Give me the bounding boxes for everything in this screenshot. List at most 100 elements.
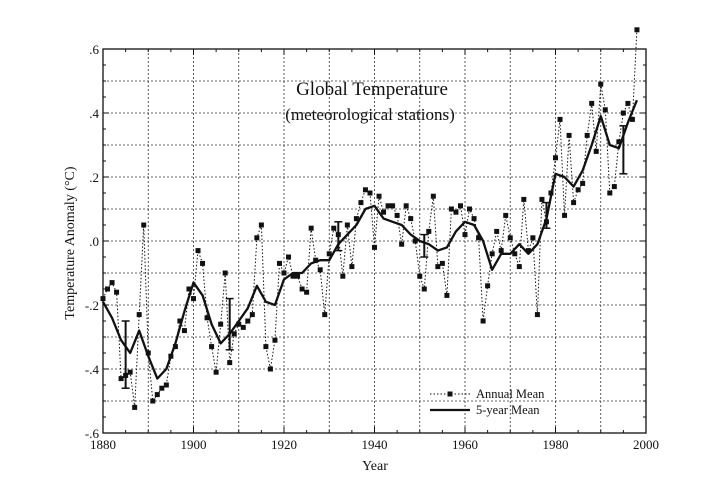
annual-mean-point (263, 344, 269, 350)
annual-mean-point (485, 283, 491, 289)
annual-mean-point (304, 289, 310, 295)
annual-mean-point (557, 116, 563, 122)
annual-mean-point (634, 27, 640, 33)
annual-mean-point (611, 184, 617, 190)
annual-mean-point (589, 100, 595, 106)
annual-mean-point (507, 235, 513, 241)
annual-mean-point (412, 238, 418, 244)
annual-mean-point (381, 209, 387, 215)
legend-5yr-label: 5-year Mean (476, 403, 540, 417)
annual-mean-point (204, 315, 210, 321)
annual-mean-point (439, 260, 445, 266)
annual-mean-point (290, 273, 296, 279)
annual-mean-point (254, 235, 260, 241)
annual-mean-point (448, 206, 454, 212)
annual-mean-point (629, 116, 635, 122)
grid (103, 49, 646, 433)
annual-mean-point (105, 286, 111, 292)
x-tick-label: 1880 (90, 437, 116, 452)
annual-mean-point (453, 209, 459, 215)
annual-mean-point (227, 360, 233, 366)
annual-mean-point (109, 280, 115, 286)
annual-mean-point (150, 398, 156, 404)
annual-mean-point (571, 200, 577, 206)
annual-mean-point (580, 180, 586, 186)
annual-mean-point (159, 385, 165, 391)
annual-mean-point (163, 382, 169, 388)
y-tick-label: .4 (89, 106, 99, 121)
annual-mean-point (498, 248, 504, 254)
annual-mean-point (607, 190, 613, 196)
annual-mean-point (245, 318, 251, 324)
annual-mean-point (222, 270, 228, 276)
annual-mean-point (281, 270, 287, 276)
annual-mean-point (584, 132, 590, 138)
annual-mean-point (462, 232, 468, 238)
annual-mean-point (385, 203, 391, 209)
y-tick-label: -.2 (85, 298, 99, 313)
annual-mean-point (457, 203, 463, 209)
annual-mean-point (358, 200, 364, 206)
annual-mean-point (376, 193, 382, 199)
chart-title: Global Temperature (296, 79, 448, 100)
annual-mean-point (195, 248, 201, 254)
annual-mean-point (231, 331, 237, 337)
annual-mean-point (616, 139, 622, 145)
annual-mean-point (367, 190, 373, 196)
annual-mean-point (213, 369, 219, 375)
annual-mean-point (132, 404, 138, 410)
annual-mean-point (200, 260, 206, 266)
annual-mean-point (602, 107, 608, 113)
annual-mean-point (322, 312, 328, 318)
annual-mean-point (118, 376, 124, 382)
y-axis-title: Temperature Anomaly (°C) (63, 166, 78, 319)
annual-mean-point (426, 228, 432, 234)
series-layer (100, 27, 640, 410)
annual-mean-point (403, 203, 409, 209)
legend-annual-label: Annual Mean (476, 387, 545, 401)
annual-mean-point (308, 225, 314, 231)
annual-mean-point (127, 369, 133, 375)
annual-mean-point (625, 100, 631, 106)
annual-mean-point (444, 292, 450, 298)
annual-mean-point (141, 222, 147, 228)
y-tick-label: .6 (89, 42, 99, 57)
annual-mean-point (349, 264, 355, 270)
annual-mean-point (521, 196, 527, 202)
annual-mean-point (372, 244, 377, 250)
annual-mean-point (136, 312, 142, 318)
annual-mean-point (394, 212, 400, 218)
annual-mean-point (340, 273, 346, 279)
x-tick-label: 1900 (181, 437, 207, 452)
annual-mean-point (331, 225, 337, 231)
annual-mean-point (317, 267, 323, 273)
annual-mean-point (430, 193, 436, 199)
annual-mean-point (236, 321, 242, 327)
annual-mean-point (494, 228, 500, 234)
annual-mean-point (593, 148, 599, 154)
annual-mean-point (471, 216, 477, 222)
annual-mean-point (553, 155, 558, 161)
annual-mean-point (276, 260, 282, 266)
y-tick-label: .2 (89, 170, 99, 185)
annual-mean-point (421, 286, 427, 292)
annual-mean-point (299, 286, 305, 292)
annual-mean-point (525, 248, 531, 254)
annual-mean-point (534, 312, 540, 318)
annual-mean-point (286, 254, 292, 260)
legend: Annual Mean 5-year Mean (430, 387, 545, 417)
annual-mean-point (539, 196, 545, 202)
annual-mean-point (503, 212, 509, 218)
y-tick-label: .0 (89, 234, 99, 249)
annual-mean-point (191, 296, 196, 302)
x-tick-label: 2000 (633, 437, 659, 452)
annual-mean-point (186, 286, 192, 292)
annual-mean-point (353, 216, 359, 222)
x-tick-label: 1960 (452, 437, 478, 452)
annual-mean-point (272, 337, 278, 343)
annual-mean-point (249, 312, 255, 318)
annual-mean-point (417, 273, 423, 279)
annual-mean-point (575, 187, 581, 193)
x-tick-label: 1940 (362, 437, 388, 452)
y-tick-label: -.4 (85, 362, 100, 377)
